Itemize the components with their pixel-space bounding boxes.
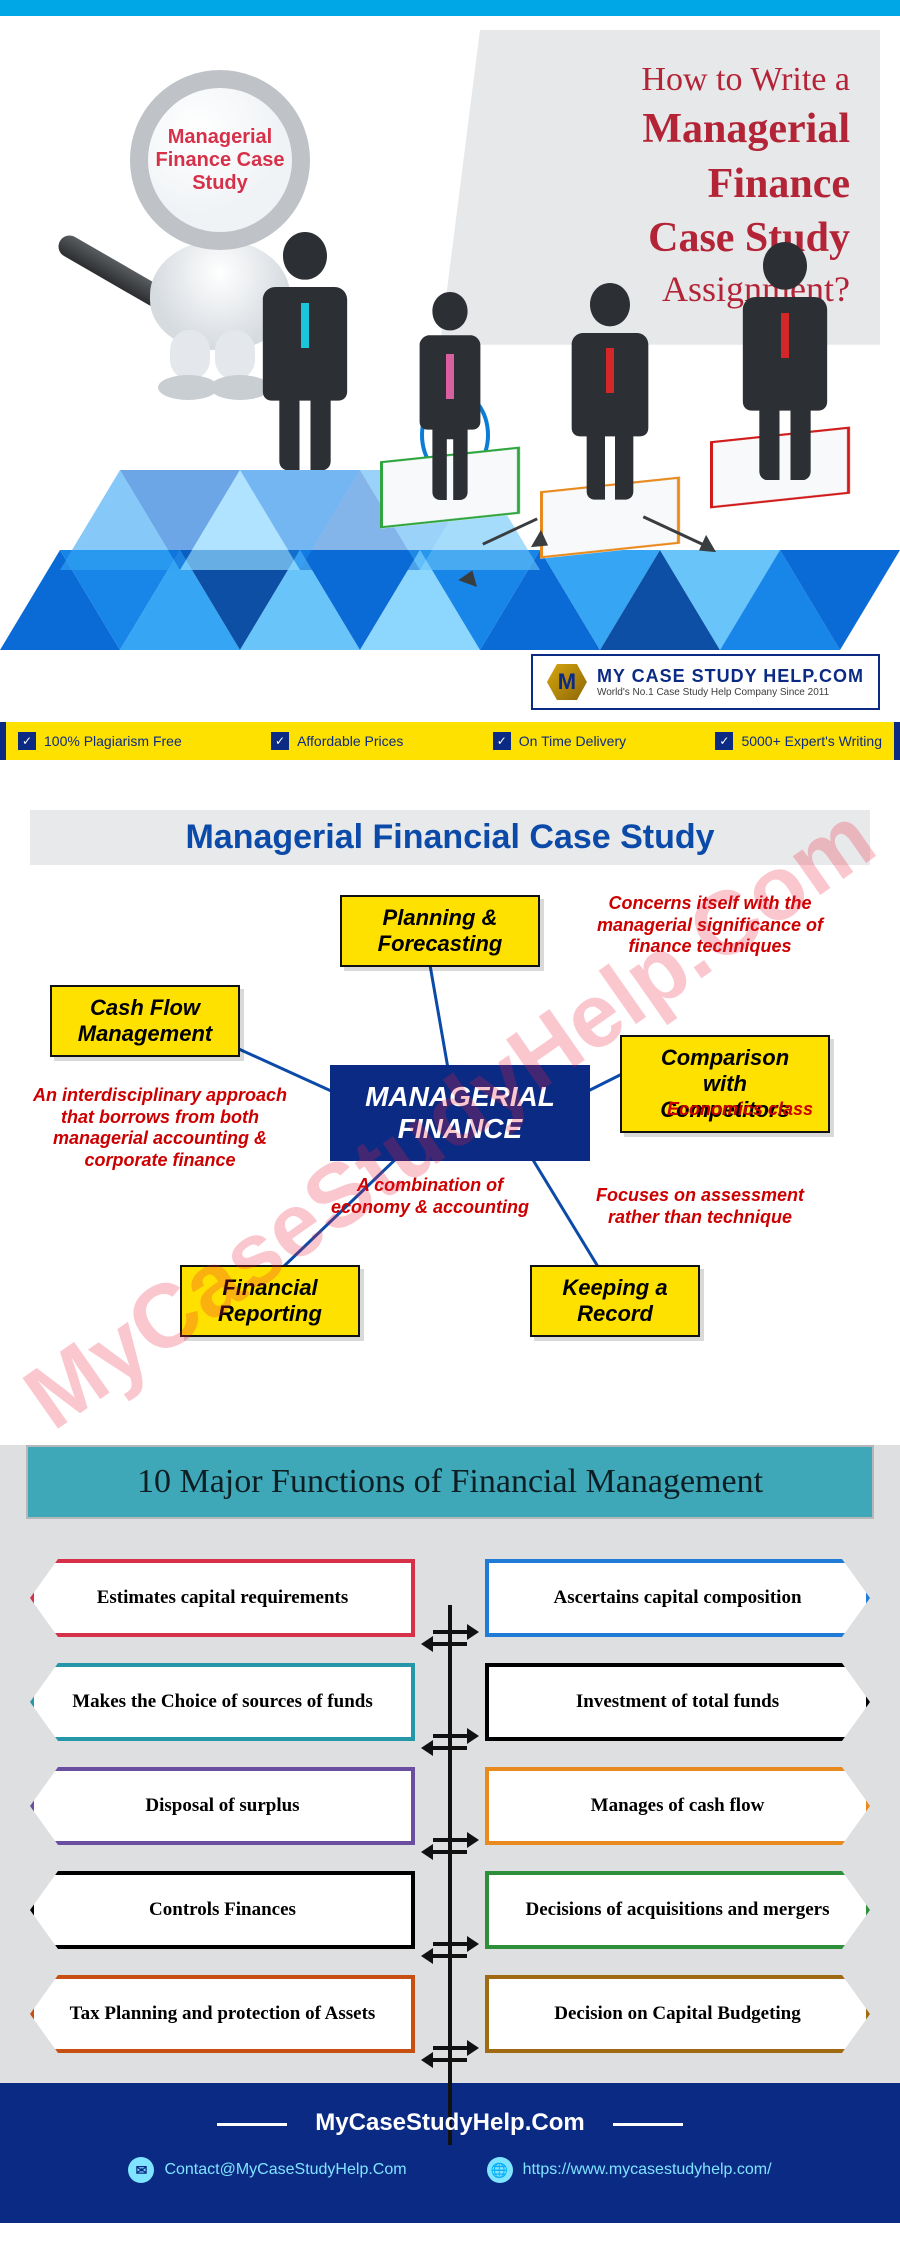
function-box: Manages of cash flow	[485, 1767, 870, 1845]
mindmap-node-planning: Planning & Forecasting	[340, 895, 540, 967]
brand-name: MY CASE STUDY HELP.COM	[597, 666, 864, 687]
brand-logo-strip: M MY CASE STUDY HELP.COM World's No.1 Ca…	[531, 654, 880, 710]
functions-left-column: Estimates capital requirements Makes the …	[30, 1559, 415, 2053]
feature-item: ✓100% Plagiarism Free	[18, 732, 182, 750]
mindmap-note-2: Focuses on assessment rather than techni…	[570, 1185, 830, 1228]
lens-label: Managerial Finance Case Study	[148, 126, 292, 195]
function-box: Controls Finances	[30, 1871, 415, 1949]
check-icon: ✓	[715, 732, 733, 750]
features-bar: ✓100% Plagiarism Free ✓Affordable Prices…	[0, 722, 900, 760]
function-box: Decisions of acquisitions and mergers	[485, 1871, 870, 1949]
function-box: Makes the Choice of sources of funds	[30, 1663, 415, 1741]
silhouette-person-1	[250, 232, 360, 470]
check-icon: ✓	[18, 732, 36, 750]
globe-icon: 🌐	[487, 2157, 513, 2183]
mindmap-heading: Managerial Financial Case Study	[30, 810, 870, 865]
center-bracket	[433, 1605, 467, 2145]
mindmap-section: Managerial Financial Case Study MANAGERI…	[0, 770, 900, 1445]
function-box: Decision on Capital Budgeting	[485, 1975, 870, 2053]
silhouette-person-3	[560, 283, 660, 500]
functions-section: 10 Major Functions of Financial Manageme…	[0, 1445, 900, 2083]
functions-right-column: Ascertains capital composition Investment…	[485, 1559, 870, 2053]
check-icon: ✓	[271, 732, 289, 750]
email-icon: ✉	[128, 2157, 154, 2183]
function-box: Ascertains capital composition	[485, 1559, 870, 1637]
footer-email[interactable]: ✉ Contact@MyCaseStudyHelp.Com	[128, 2157, 406, 2183]
mindmap-note-0: Concerns itself with the managerial sign…	[590, 893, 830, 958]
brand-tagline: World's No.1 Case Study Help Company Sin…	[597, 687, 864, 698]
brand-badge-icon: M	[547, 662, 587, 702]
mindmap-note-4: An interdisciplinary approach that borro…	[30, 1085, 290, 1171]
feature-item: ✓On Time Delivery	[493, 732, 626, 750]
flowchart-people	[240, 270, 880, 630]
function-box: Estimates capital requirements	[30, 1559, 415, 1637]
title-line-3: Finance	[470, 157, 850, 212]
top-bar	[0, 0, 900, 16]
mindmap-note-3: A combination of economy & accounting	[330, 1175, 530, 1218]
hero-section: Managerial Finance Case Study How to Wri…	[0, 0, 900, 770]
feature-item: ✓5000+ Expert's Writing	[715, 732, 882, 750]
mindmap-center-node: MANAGERIAL FINANCE	[330, 1065, 590, 1161]
functions-heading: 10 Major Functions of Financial Manageme…	[26, 1445, 874, 1519]
magnifier-lens: Managerial Finance Case Study	[130, 70, 310, 250]
mindmap-note-1: Economics class	[660, 1099, 820, 1121]
function-box: Disposal of surplus	[30, 1767, 415, 1845]
footer-url[interactable]: 🌐 https://www.mycasestudyhelp.com/	[487, 2157, 772, 2183]
footer-site-name: MyCaseStudyHelp.Com	[287, 2109, 612, 2137]
silhouette-person-4	[730, 242, 840, 480]
title-line-2: Managerial	[470, 102, 850, 157]
feature-item: ✓Affordable Prices	[271, 732, 403, 750]
check-icon: ✓	[493, 732, 511, 750]
function-box: Tax Planning and protection of Assets	[30, 1975, 415, 2053]
silhouette-person-2	[410, 292, 490, 500]
mindmap-node-cashflow: Cash Flow Management	[50, 985, 240, 1057]
mindmap-node-reporting: Financial Reporting	[180, 1265, 360, 1337]
title-line-1: How to Write a	[470, 58, 850, 102]
mindmap-node-record: Keeping a Record	[530, 1265, 700, 1337]
function-box: Investment of total funds	[485, 1663, 870, 1741]
